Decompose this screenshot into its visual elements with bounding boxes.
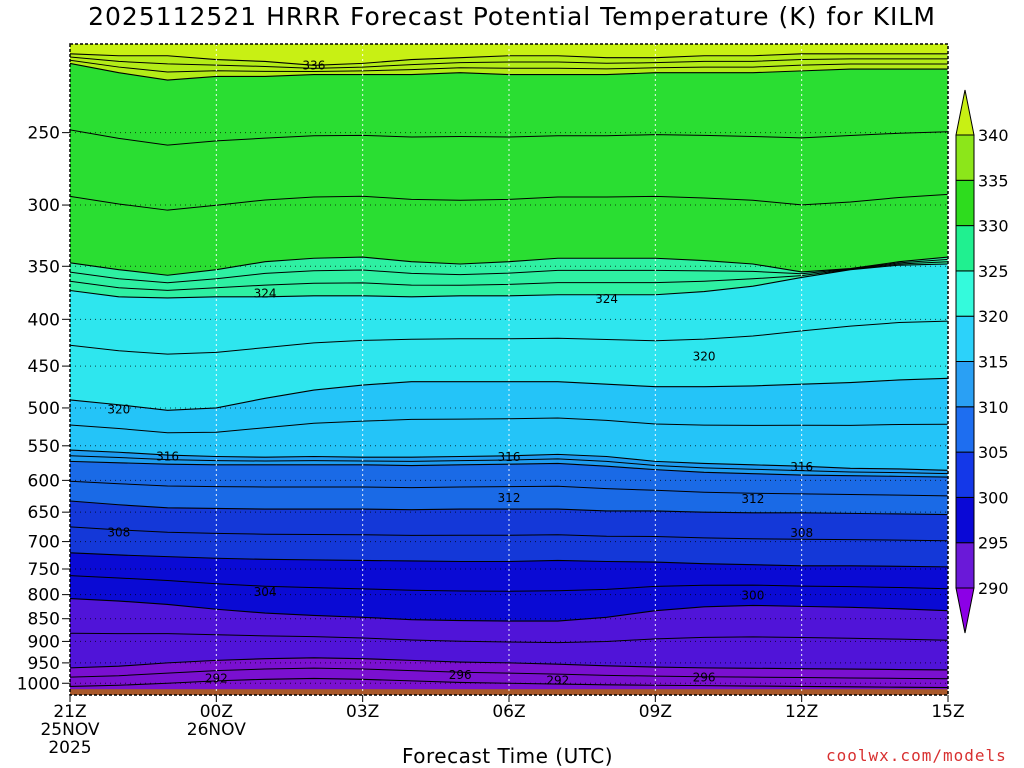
colorbar-tick-label: 315: [978, 353, 1009, 372]
y-tick-label: 950: [28, 654, 60, 674]
x-tick-label: 15Z: [931, 702, 964, 722]
colorbar-tick-label: 290: [978, 579, 1009, 598]
contour-interp-8-1: [70, 575, 948, 592]
colorbar-swatch: [955, 406, 975, 453]
colorbar-swatch: [955, 225, 975, 272]
colorbar-tick-label: 340: [978, 126, 1009, 145]
chart-title: 2025112521 HRRR Forecast Potential Tempe…: [88, 2, 936, 31]
colorbar-swatch: [955, 451, 975, 498]
contour-label: 292: [546, 673, 569, 687]
y-tick-label: 550: [28, 437, 60, 457]
source-watermark: coolwx.com/models: [826, 746, 1007, 765]
colorbar-tick-label: 330: [978, 217, 1009, 236]
x-tick-label: 12Z: [785, 702, 818, 722]
contour-interp-2-1: [70, 258, 948, 284]
y-tick-label: 400: [28, 310, 60, 330]
contour-label: 320: [693, 349, 716, 363]
colorbar-swatch: [955, 179, 975, 227]
colorbar-swatch: [955, 496, 975, 544]
colorbar-swatch: [955, 361, 975, 408]
colorbar-tick-label: 320: [978, 307, 1009, 326]
colorbar-swatch: [955, 270, 975, 317]
y-tick-label: 650: [28, 503, 60, 523]
colorbar-tick-label: 295: [978, 534, 1009, 553]
colorbar-swatch: [955, 134, 975, 181]
contour-label: 324: [254, 287, 277, 301]
y-tick-label: 450: [28, 357, 60, 377]
contour-label: 312: [498, 491, 521, 505]
plot-area: [70, 44, 948, 695]
contour-interp-6-1: [70, 480, 948, 497]
y-tick-label: 250: [28, 124, 60, 144]
y-tick-label: 750: [28, 560, 60, 580]
y-tick-label: 600: [28, 471, 60, 491]
colorbar-tick-label: 335: [978, 171, 1009, 190]
x-tick-label: 2025: [48, 738, 91, 758]
x-axis-label: Forecast Time (UTC): [402, 744, 614, 768]
y-tick-label: 350: [28, 257, 60, 277]
y-tick-label: 850: [28, 610, 60, 630]
contour-label: 300: [741, 589, 764, 603]
x-tick-label: 26NOV: [187, 720, 246, 740]
colorbar-tick-label: 325: [978, 262, 1009, 281]
contour-label: 292: [205, 671, 228, 685]
contour-label: 336: [302, 58, 325, 72]
contour-label: 316: [156, 449, 179, 463]
contour-label: 316: [498, 450, 521, 464]
x-tick-label: 25NOV: [40, 720, 99, 740]
contour-label: 308: [790, 526, 813, 540]
contour-label: 308: [107, 525, 130, 539]
colorbar-arrow-high: [955, 89, 975, 136]
y-tick-label: 900: [28, 632, 60, 652]
y-tick-label: 1000: [17, 674, 60, 694]
colorbar-arrow-low: [955, 587, 975, 634]
x-tick-label: 09Z: [639, 702, 672, 722]
x-tick-label: 00Z: [200, 702, 233, 722]
contour-label: 316: [790, 460, 813, 474]
y-tick-label: 800: [28, 586, 60, 606]
contour-label: 296: [449, 668, 472, 682]
contour-label: 320: [107, 403, 130, 417]
contour-label: 296: [693, 671, 716, 685]
colorbar-tick-label: 305: [978, 443, 1009, 462]
contour-label: 312: [741, 492, 764, 506]
colorbar-swatch: [955, 542, 975, 589]
x-tick-label: 21Z: [53, 702, 86, 722]
y-tick-label: 300: [28, 196, 60, 216]
contour-label: 324: [595, 292, 618, 306]
colorbar-tick-label: 300: [978, 488, 1009, 507]
x-tick-label: 06Z: [492, 702, 525, 722]
ground-strip: [70, 689, 948, 695]
colorbar-swatch: [955, 315, 975, 363]
x-tick-label: 03Z: [346, 702, 379, 722]
contour-label: 304: [254, 585, 277, 599]
y-tick-label: 700: [28, 533, 60, 553]
y-tick-label: 500: [28, 399, 60, 419]
colorbar-tick-label: 310: [978, 398, 1009, 417]
